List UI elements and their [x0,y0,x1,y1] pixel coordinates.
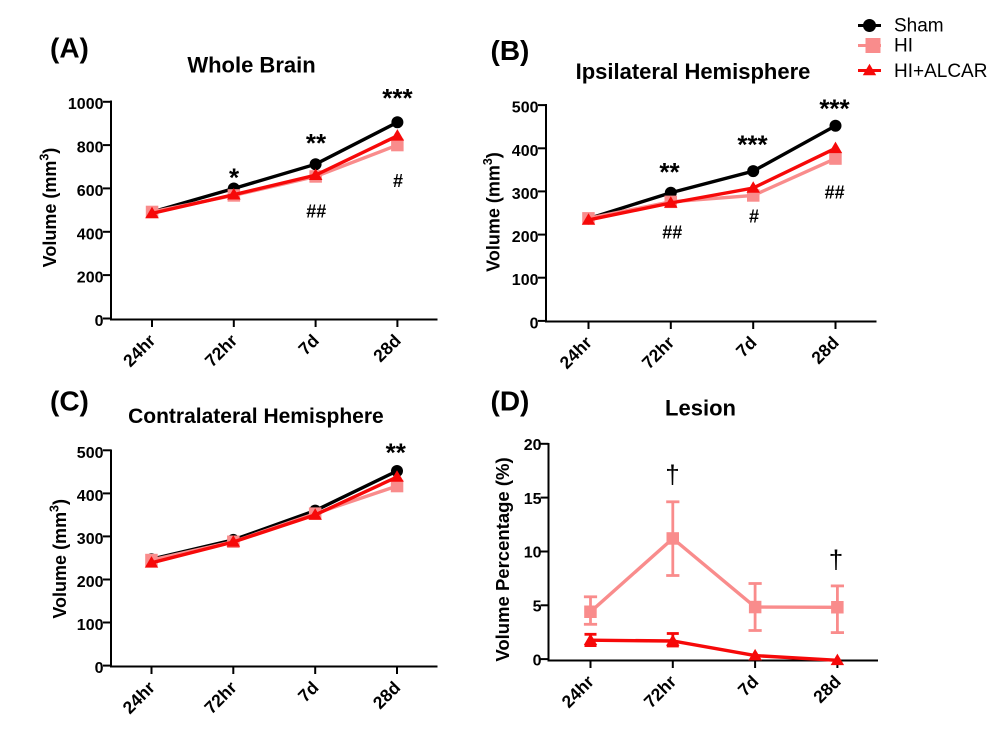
svg-text:800: 800 [77,140,104,157]
svg-text:Volume Percentage (%): Volume Percentage (%) [492,457,513,661]
svg-text:0: 0 [95,660,104,677]
svg-text:***: *** [819,94,850,124]
svg-text:##: ## [662,223,682,243]
svg-text:(B): (B) [491,35,530,66]
svg-text:100: 100 [77,617,104,634]
svg-text:*: * [229,163,240,193]
svg-text:600: 600 [77,183,104,200]
svg-text:1000: 1000 [68,96,104,113]
svg-text:300: 300 [77,531,104,548]
svg-text:(D): (D) [491,386,530,417]
svg-text:***: *** [737,130,768,160]
svg-text:HI: HI [894,36,913,57]
svg-text:400: 400 [77,226,104,243]
svg-text:200: 200 [77,270,104,287]
svg-text:500: 500 [512,100,539,117]
svg-text:5: 5 [533,599,542,616]
svg-text:Volume (mm3): Volume (mm3) [481,152,504,272]
svg-text:(A): (A) [50,33,89,64]
svg-text:#: # [393,171,403,191]
svg-text:Volume (mm3): Volume (mm3) [48,499,71,619]
svg-text:400: 400 [77,488,104,505]
svg-text:Volume (mm3): Volume (mm3) [38,148,61,268]
svg-text:200: 200 [77,574,104,591]
svg-text:(C): (C) [50,385,89,416]
svg-text:0: 0 [533,652,542,669]
svg-text:200: 200 [512,229,539,246]
svg-text:20: 20 [524,437,542,454]
svg-text:##: ## [306,202,326,222]
svg-text:Whole Brain: Whole Brain [187,53,315,78]
svg-text:Contralateral Hemisphere: Contralateral Hemisphere [128,405,384,428]
svg-text:#: # [749,207,759,227]
svg-text:300: 300 [512,186,539,203]
svg-text:##: ## [825,182,845,202]
svg-text:500: 500 [77,445,104,462]
svg-text:10: 10 [524,545,542,562]
svg-text:**: ** [386,438,407,468]
svg-text:HI+ALCAR: HI+ALCAR [894,61,987,82]
svg-text:Lesion: Lesion [665,396,736,421]
svg-text:**: ** [306,128,327,158]
svg-text:0: 0 [530,315,539,332]
svg-text:**: ** [659,157,680,187]
svg-text:15: 15 [524,491,542,508]
svg-text:Sham: Sham [894,16,944,37]
svg-text:0: 0 [95,313,104,330]
svg-text:Ipsilateral Hemisphere: Ipsilateral Hemisphere [576,59,811,84]
svg-text:†: † [665,460,679,490]
svg-text:400: 400 [512,143,539,160]
svg-text:†: † [829,545,843,575]
svg-text:100: 100 [512,272,539,289]
svg-text:***: *** [382,83,413,113]
